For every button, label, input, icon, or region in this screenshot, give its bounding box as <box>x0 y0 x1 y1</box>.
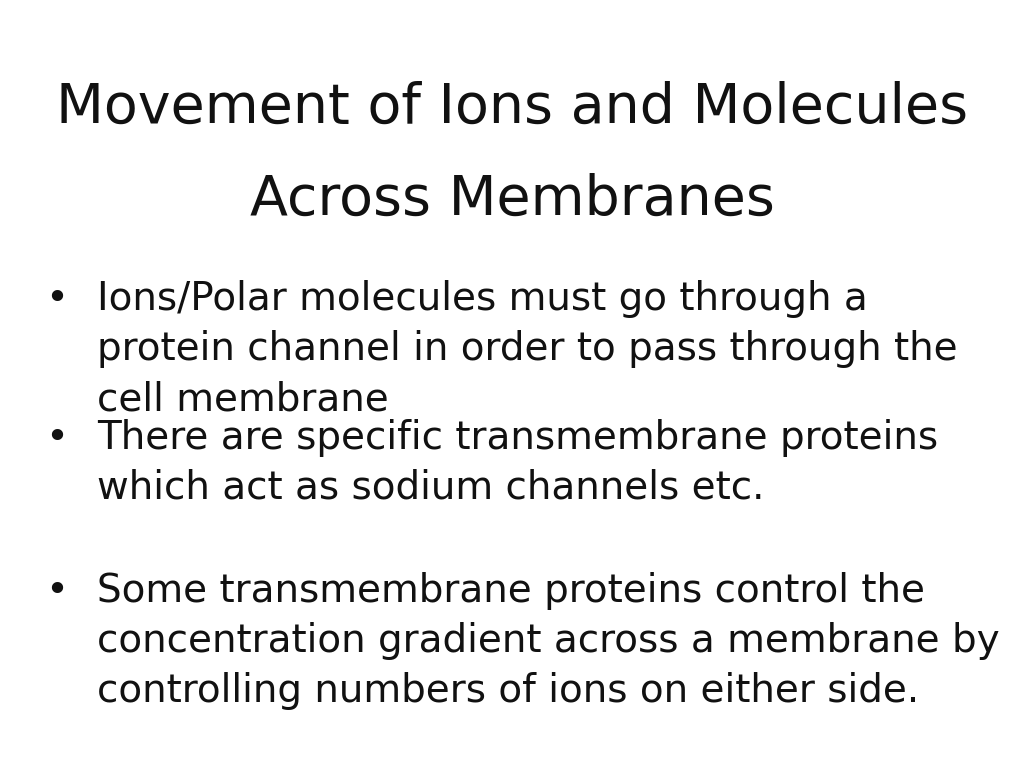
Text: •: • <box>45 280 68 318</box>
Text: •: • <box>45 572 68 610</box>
Text: Ions/Polar molecules must go through a
protein channel in order to pass through : Ions/Polar molecules must go through a p… <box>97 280 957 419</box>
Text: Some transmembrane proteins control the
concentration gradient across a membrane: Some transmembrane proteins control the … <box>97 572 999 710</box>
Text: •: • <box>45 419 68 456</box>
Text: There are specific transmembrane proteins
which act as sodium channels etc.: There are specific transmembrane protein… <box>97 419 938 507</box>
Text: Across Membranes: Across Membranes <box>250 173 774 227</box>
Text: Movement of Ions and Molecules: Movement of Ions and Molecules <box>56 81 968 134</box>
